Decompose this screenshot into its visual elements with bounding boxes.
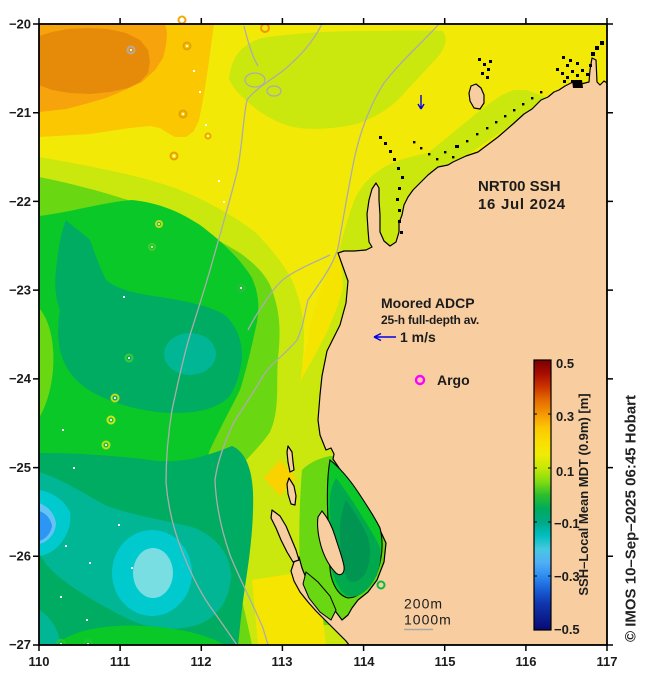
svg-text:0.1: 0.1 xyxy=(556,464,574,479)
svg-text:116: 116 xyxy=(516,654,537,669)
svg-text:−0.1: −0.1 xyxy=(554,516,580,531)
svg-text:Moored ADCP: Moored ADCP xyxy=(381,295,475,311)
svg-text:−0.3: −0.3 xyxy=(554,569,580,584)
svg-text:SSH–Local Mean MDT (0.9m) [m]: SSH–Local Mean MDT (0.9m) [m] xyxy=(576,393,591,595)
svg-text:NRT00 SSH: NRT00 SSH xyxy=(478,178,561,195)
svg-text:−26: −26 xyxy=(9,549,31,564)
svg-text:113: 113 xyxy=(272,654,293,669)
svg-text:114: 114 xyxy=(354,654,376,669)
svg-text:−27: −27 xyxy=(9,637,31,652)
svg-text:−21: −21 xyxy=(9,105,31,120)
svg-text:200m: 200m xyxy=(404,596,443,612)
svg-text:−0.5: −0.5 xyxy=(554,622,580,637)
svg-text:−23: −23 xyxy=(9,283,31,298)
svg-text:−22: −22 xyxy=(9,194,31,209)
svg-text:1 m/s: 1 m/s xyxy=(400,329,436,345)
svg-text:0.5: 0.5 xyxy=(556,356,574,371)
svg-text:1000m: 1000m xyxy=(404,612,452,628)
svg-text:0.3: 0.3 xyxy=(556,409,574,424)
svg-text:115: 115 xyxy=(435,654,456,669)
svg-text:25-h full-depth av.: 25-h full-depth av. xyxy=(381,313,479,327)
svg-text:16 Jul 2024: 16 Jul 2024 xyxy=(478,196,566,213)
svg-text:111: 111 xyxy=(110,654,130,669)
svg-text:−25: −25 xyxy=(9,460,31,475)
svg-text:112: 112 xyxy=(191,654,212,669)
svg-text:110: 110 xyxy=(29,654,50,669)
svg-text:Argo: Argo xyxy=(437,372,470,388)
svg-text:© IMOS 10–Sep–2025 06:45 Hobar: © IMOS 10–Sep–2025 06:45 Hobart xyxy=(623,395,640,642)
svg-text:−20: −20 xyxy=(9,17,31,32)
svg-text:117: 117 xyxy=(597,654,618,669)
svg-text:−24: −24 xyxy=(9,371,32,386)
